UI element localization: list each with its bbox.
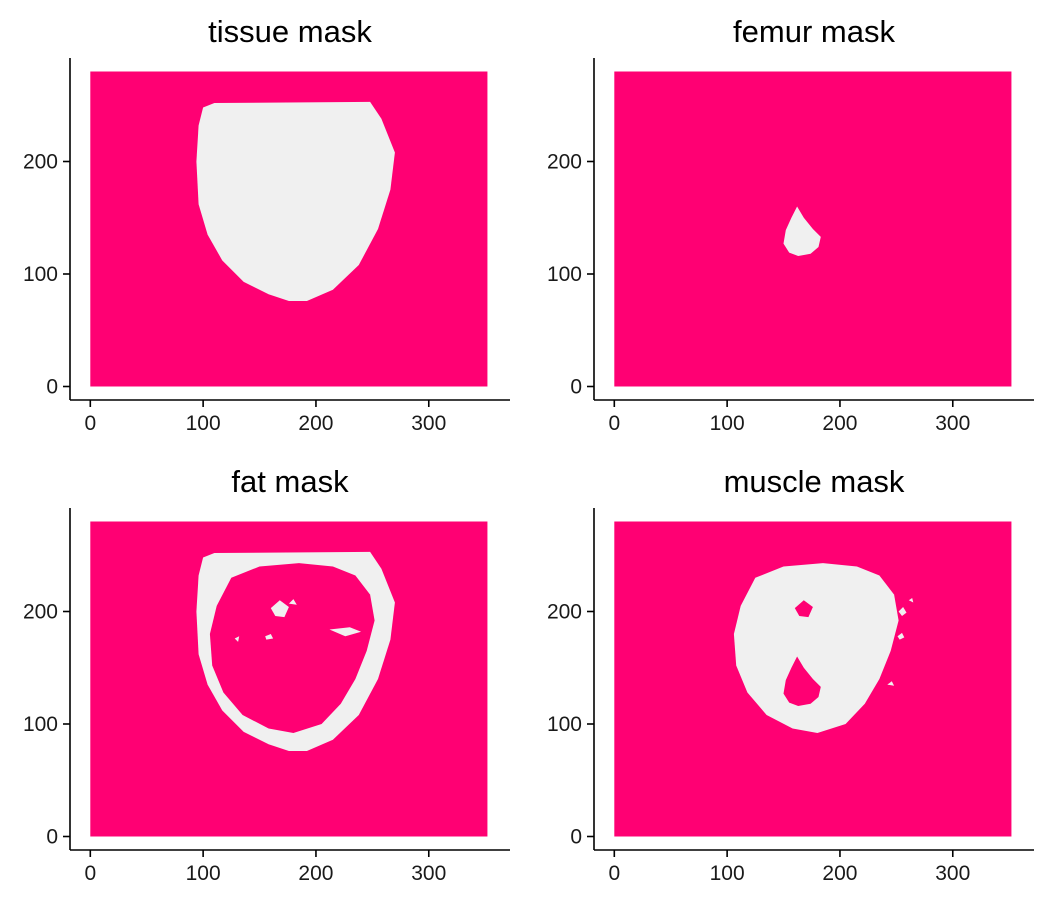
y-tick-label: 100 xyxy=(547,263,582,286)
y-tick-label: 200 xyxy=(547,151,582,174)
x-tick-label: 300 xyxy=(411,862,446,885)
x-tick-label: 100 xyxy=(710,862,745,885)
mask-region xyxy=(733,563,899,733)
panel-title: fat mask xyxy=(231,464,349,499)
x-tick-label: 200 xyxy=(822,862,857,885)
y-tick-label: 200 xyxy=(547,601,582,624)
x-tick-label: 100 xyxy=(186,862,221,885)
y-tick-label: 0 xyxy=(46,376,58,399)
x-tick-label: 0 xyxy=(84,862,96,885)
y-tick-label: 0 xyxy=(570,826,582,849)
x-tick-label: 200 xyxy=(298,412,333,435)
mask-region xyxy=(898,607,907,616)
panel-2: femur mask 0 100 200 300 0 100 200 xyxy=(547,14,1034,435)
mask-region xyxy=(288,599,297,605)
mask-region xyxy=(329,627,362,637)
mask-region xyxy=(887,681,895,686)
x-tick-label: 0 xyxy=(608,412,620,435)
mask-hole xyxy=(209,563,375,733)
mask-region xyxy=(234,636,240,642)
mask-region xyxy=(270,600,289,618)
mask-hole xyxy=(783,656,821,706)
x-tick-label: 300 xyxy=(935,862,970,885)
panel-title: femur mask xyxy=(733,14,895,49)
x-tick-label: 0 xyxy=(84,412,96,435)
x-tick-label: 300 xyxy=(935,412,970,435)
mask-hole xyxy=(794,600,813,618)
mask-region xyxy=(908,598,914,603)
mask-region xyxy=(897,632,905,640)
mask-region xyxy=(325,699,350,724)
panel-4: muscle mask 0 100 200 300 0 100 200 xyxy=(547,464,1034,885)
panel-3: fat mask 0 100 200 300 0 100 200 xyxy=(23,464,510,885)
y-tick-label: 200 xyxy=(23,151,58,174)
x-tick-label: 200 xyxy=(298,862,333,885)
y-tick-label: 0 xyxy=(570,376,582,399)
x-tick-label: 0 xyxy=(608,862,620,885)
mask-region xyxy=(196,101,395,302)
x-tick-label: 100 xyxy=(710,412,745,435)
y-tick-label: 100 xyxy=(23,713,58,736)
y-tick-label: 100 xyxy=(547,713,582,736)
panel-1: tissue mask 0 100 200 300 0 100 200 xyxy=(23,14,510,435)
y-tick-label: 100 xyxy=(23,263,58,286)
panel-title: tissue mask xyxy=(208,14,372,49)
mask-region xyxy=(265,634,274,640)
x-tick-label: 100 xyxy=(186,412,221,435)
x-tick-label: 300 xyxy=(411,412,446,435)
panel-title: muscle mask xyxy=(724,464,905,499)
y-tick-label: 0 xyxy=(46,826,58,849)
mask-region xyxy=(783,206,821,256)
x-tick-label: 200 xyxy=(822,412,857,435)
y-tick-label: 200 xyxy=(23,601,58,624)
